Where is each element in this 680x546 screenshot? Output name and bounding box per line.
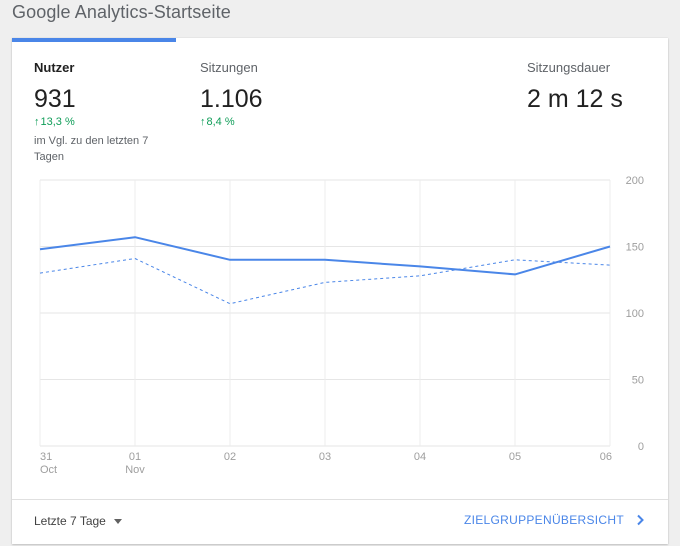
x-tick-label: 04 (414, 451, 426, 463)
date-range-dropdown[interactable]: Letzte 7 Tage (34, 514, 122, 528)
metric-users-value: 931 (34, 85, 76, 113)
x-tick-label: 06 (600, 451, 612, 463)
card-footer: Letzte 7 Tage ZIELGRUPPENÜBERSICHT (12, 499, 668, 544)
metric-sessions-change: ↑8,4 % (200, 116, 263, 128)
metric-session-duration[interactable]: Sitzungsdauer 2 m 12 s (527, 60, 623, 114)
x-tick-label: 31 (40, 451, 52, 463)
y-tick-label: 100 (626, 308, 644, 320)
page-title: Google Analytics-Startseite (12, 2, 231, 22)
x-tick-label: 02 (224, 451, 236, 463)
metric-sessions-change-value: 8,4 % (206, 116, 235, 128)
date-range-label: Letzte 7 Tage (34, 514, 106, 528)
x-tick-label: 01 (129, 451, 141, 463)
y-tick-label: 0 (638, 441, 644, 453)
active-tab-indicator (12, 38, 176, 42)
x-tick-month-label: Nov (125, 464, 145, 476)
x-tick-month-label: Oct (40, 464, 57, 476)
y-tick-label: 50 (632, 375, 644, 387)
x-tick-label: 05 (509, 451, 521, 463)
metric-users-change: ↑13,3 % (34, 116, 164, 128)
y-tick-label: 150 (626, 242, 644, 254)
audience-overview-link[interactable]: ZIELGRUPPENÜBERSICHT (464, 513, 646, 527)
metric-users[interactable]: Nutzer 931 ↑13,3 % im Vgl. zu den letzte… (34, 60, 164, 165)
metric-sessions[interactable]: Sitzungen 1.106 ↑8,4 % (200, 60, 263, 128)
metric-duration-label: Sitzungsdauer (527, 60, 611, 75)
metric-users-change-value: 13,3 % (40, 116, 75, 128)
arrow-up-icon: ↑ (200, 116, 206, 128)
metric-users-label: Nutzer (34, 60, 75, 75)
metric-duration-value: 2 m 12 s (527, 85, 623, 113)
arrow-up-icon: ↑ (34, 116, 40, 128)
metric-compare-note: im Vgl. zu den letzten 7 Tagen (34, 135, 149, 163)
y-tick-label: 200 (626, 175, 644, 187)
x-tick-label: 03 (319, 451, 331, 463)
caret-down-icon (113, 519, 122, 524)
previous-period-line (39, 258, 611, 305)
chevron-right-icon (637, 514, 644, 526)
metric-sessions-label: Sitzungen (200, 60, 258, 75)
metric-sessions-value: 1.106 (200, 85, 263, 113)
audience-overview-link-label: ZIELGRUPPENÜBERSICHT (463, 513, 624, 527)
audience-overview-card: Nutzer 931 ↑13,3 % im Vgl. zu den letzte… (12, 38, 668, 544)
